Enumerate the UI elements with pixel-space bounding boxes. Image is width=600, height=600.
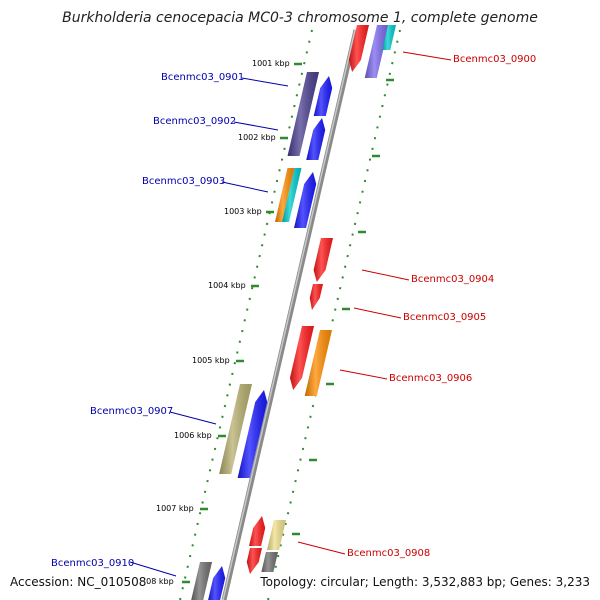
label-leader-line (297, 541, 346, 555)
gene-arrow-shading (304, 330, 332, 396)
gene-arrow-shading (191, 562, 212, 600)
gene-label-right[interactable]: Bcenmc03_0905 (403, 312, 486, 323)
label-leader-line (169, 411, 217, 425)
gene-arrow-shading (208, 566, 226, 600)
gene-label-left[interactable]: Bcenmc03_0910 (51, 558, 134, 569)
kbp-label: 1001 kbp (252, 59, 290, 68)
label-leader-line (233, 121, 279, 131)
label-leader-line (221, 181, 269, 193)
gene-arrow-shading (348, 25, 369, 72)
accession-text: Accession: NC_010508 (10, 575, 147, 589)
label-leader-line (241, 77, 289, 87)
gene-arrow-shading (313, 238, 333, 282)
genome-backbone-highlight (222, 29, 356, 600)
genome-title: Burkholderia cenocepacia MC0-3 chromosom… (62, 10, 538, 26)
gene-label-right[interactable]: Bcenmc03_0906 (389, 373, 472, 384)
gene-label-right[interactable]: Bcenmc03_0900 (453, 54, 536, 65)
kbp-label: 1005 kbp (192, 356, 230, 365)
gene-arrow-shading (294, 172, 317, 228)
gene-arrow-shading (261, 552, 278, 572)
gene-arrow-shading (281, 168, 302, 222)
gene-label-left[interactable]: Bcenmc03_0902 (153, 116, 236, 127)
gene-arrow-shading (219, 384, 252, 474)
gene-arrow-shading (249, 516, 266, 546)
gene-arrow-shading (306, 118, 326, 160)
kbp-label: 1006 kbp (174, 431, 212, 440)
gene-arrow-shading (274, 168, 295, 222)
gene-arrow-shading (267, 520, 286, 550)
kbp-label: 1007 kbp (156, 504, 194, 513)
gene-arrow-shading (237, 390, 268, 478)
label-leader-line (129, 561, 177, 577)
gene-label-left[interactable]: Bcenmc03_0907 (90, 406, 173, 417)
gene-label-left[interactable]: Bcenmc03_0903 (142, 176, 225, 187)
gene-label-right[interactable]: Bcenmc03_0908 (347, 548, 430, 559)
label-leader-line (353, 307, 402, 319)
gene-label-right[interactable]: Bcenmc03_0904 (411, 274, 494, 285)
gene-arrow-shading (382, 25, 396, 50)
gene-arrow-shading (246, 548, 262, 574)
kbp-label: 1002 kbp (238, 133, 276, 142)
gene-arrow-shading (289, 326, 314, 390)
genome-backbone (221, 29, 359, 600)
kbp-label: 1008 kbp (136, 577, 174, 586)
kbp-label: 1003 kbp (224, 207, 262, 216)
kbp-label: 1004 kbp (208, 281, 246, 290)
gene-arrow-shading (313, 76, 333, 116)
gene-arrow-shading (364, 25, 389, 78)
label-leader-line (361, 269, 410, 281)
gene-label-left[interactable]: Bcenmc03_0901 (161, 72, 244, 83)
topology-summary: Topology: circular; Length: 3,532,883 bp… (260, 575, 590, 589)
label-leader-line (339, 369, 388, 380)
gene-arrow-shading (309, 284, 323, 310)
gene-arrow-shading (287, 72, 319, 156)
label-leader-line (402, 51, 452, 61)
